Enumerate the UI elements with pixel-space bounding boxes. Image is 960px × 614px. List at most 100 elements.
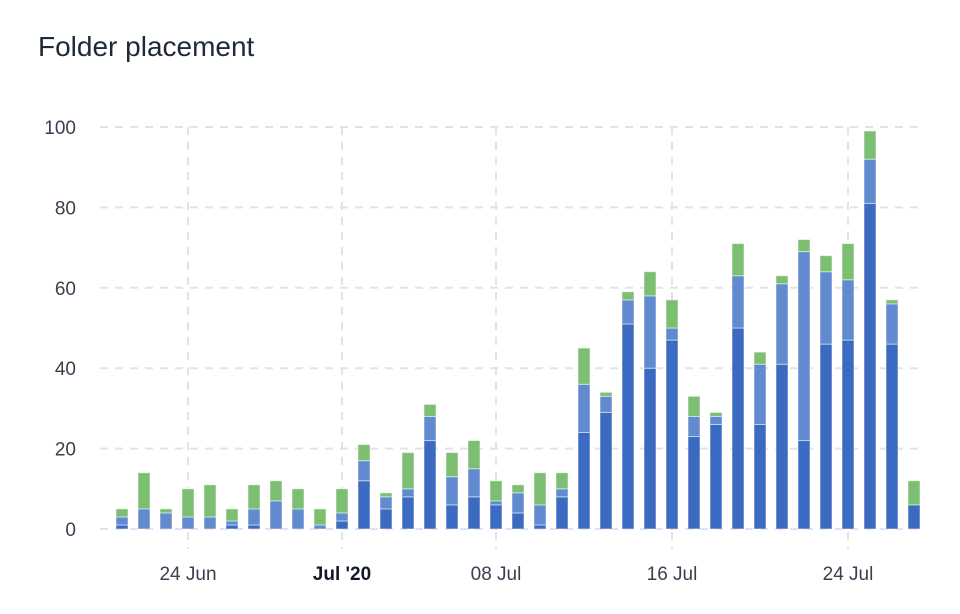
bar-segment-series-3 [379, 492, 393, 498]
bar-segment-series-1 [841, 339, 855, 530]
y-tick-label: 0 [65, 520, 76, 541]
bar-segment-series-3 [247, 484, 261, 510]
bar-segment-series-1 [533, 524, 547, 530]
bar-segment-series-3 [555, 472, 569, 490]
bar-segment-series-2 [445, 476, 459, 506]
x-tick-label: 08 Jul [471, 564, 522, 585]
bar-segment-series-3 [203, 484, 217, 518]
bar-segment-series-3 [533, 472, 547, 506]
bar-segment-series-1 [863, 202, 877, 530]
x-tick-label: Jul '20 [313, 564, 371, 585]
bar-segment-series-1 [753, 423, 767, 530]
bar-segment-series-2 [885, 303, 899, 345]
bar-segment-series-1 [423, 440, 437, 530]
bar-segment-series-2 [357, 460, 371, 482]
bar-segment-series-2 [731, 275, 745, 329]
bar-segment-series-3 [181, 488, 195, 518]
bar-segment-series-3 [225, 508, 239, 522]
bar-segment-series-3 [643, 271, 657, 297]
bar-segment-series-3 [511, 484, 525, 494]
y-tick-label: 100 [44, 118, 76, 139]
bar-segment-series-1 [401, 496, 415, 530]
bar-segment-series-1 [731, 327, 745, 530]
y-tick-label: 80 [55, 198, 76, 219]
bar-segment-series-3 [445, 452, 459, 478]
bar-segment-series-2 [753, 363, 767, 425]
bar-segment-series-3 [687, 395, 701, 417]
bar-segment-series-2 [555, 488, 569, 498]
bar-segment-series-1 [643, 367, 657, 530]
bar-segment-series-2 [313, 524, 327, 530]
bar-segment-series-2 [269, 500, 283, 530]
bar-segment-series-1 [885, 343, 899, 530]
bar-segment-series-3 [797, 239, 811, 253]
bar-segment-series-2 [401, 488, 415, 498]
bar-segment-series-2 [379, 496, 393, 510]
bar-segment-series-2 [423, 415, 437, 442]
bar-segment-series-3 [423, 403, 437, 417]
bar-segment-series-3 [907, 480, 921, 506]
bar-segment-series-1 [247, 524, 261, 530]
bar-segment-series-3 [159, 508, 173, 514]
bar-segment-series-3 [137, 472, 151, 510]
bar-segment-series-3 [401, 452, 415, 490]
bar-segment-series-3 [731, 243, 745, 277]
bar-segment-series-2 [115, 516, 129, 526]
bar-segment-series-1 [335, 520, 349, 530]
bar-segment-series-2 [533, 504, 547, 526]
bar-segment-series-1 [357, 480, 371, 530]
bar-segment-series-1 [775, 363, 789, 530]
bar-segment-series-3 [885, 299, 899, 305]
x-tick-label: 16 Jul [647, 564, 698, 585]
bar-segment-series-1 [709, 423, 723, 530]
bar-segment-series-3 [335, 488, 349, 514]
y-tick-label: 40 [55, 359, 76, 380]
bar-segment-series-1 [665, 339, 679, 530]
bar-segment-series-2 [489, 500, 503, 506]
bar-segment-series-1 [115, 524, 129, 530]
bar-segment-series-3 [665, 299, 679, 329]
bar-segment-series-3 [753, 351, 767, 365]
chart-title: Folder placement [38, 31, 255, 62]
y-tick-label: 20 [55, 440, 76, 461]
bar-segment-series-1 [445, 504, 459, 530]
bar-segment-series-2 [819, 271, 833, 345]
bar-segment-series-3 [357, 444, 371, 462]
bar-segment-series-3 [115, 508, 129, 518]
bar-segment-series-2 [291, 508, 305, 530]
bar-segment-series-1 [907, 504, 921, 530]
bar-segment-series-3 [269, 480, 283, 502]
bar-segment-series-2 [203, 516, 217, 530]
bar-segment-series-1 [467, 496, 481, 530]
bar-segment-series-3 [621, 291, 635, 301]
bar-segment-series-3 [775, 275, 789, 285]
bar-segment-series-2 [665, 327, 679, 341]
bar-segment-series-2 [335, 512, 349, 522]
bar-segment-series-3 [577, 347, 591, 385]
bar-segment-series-2 [687, 415, 701, 438]
bar-segment-series-3 [467, 440, 481, 470]
bar-segment-series-2 [511, 492, 525, 514]
bar-segment-series-1 [819, 343, 833, 530]
bar-segment-series-2 [775, 283, 789, 365]
bar-segment-series-3 [863, 130, 877, 160]
bar-segment-series-2 [577, 383, 591, 434]
bar-segment-series-2 [797, 251, 811, 442]
bar-segment-series-1 [489, 504, 503, 530]
bar-segment-series-2 [467, 468, 481, 498]
bar-segment-series-3 [313, 508, 327, 526]
bar-segment-series-2 [709, 415, 723, 425]
bar-segment-series-1 [577, 432, 591, 530]
bar-segment-series-3 [709, 411, 723, 417]
x-tick-label: 24 Jun [159, 564, 216, 585]
bar-segment-series-1 [225, 524, 239, 530]
y-tick-label: 60 [55, 279, 76, 300]
bar-segment-series-1 [621, 323, 635, 530]
bar-segment-series-3 [489, 480, 503, 502]
bar-segment-series-2 [247, 508, 261, 526]
bar-segment-series-1 [555, 496, 569, 530]
bar-segment-series-2 [181, 516, 195, 530]
bar-segment-series-1 [687, 436, 701, 530]
bar-segment-series-2 [643, 295, 657, 369]
